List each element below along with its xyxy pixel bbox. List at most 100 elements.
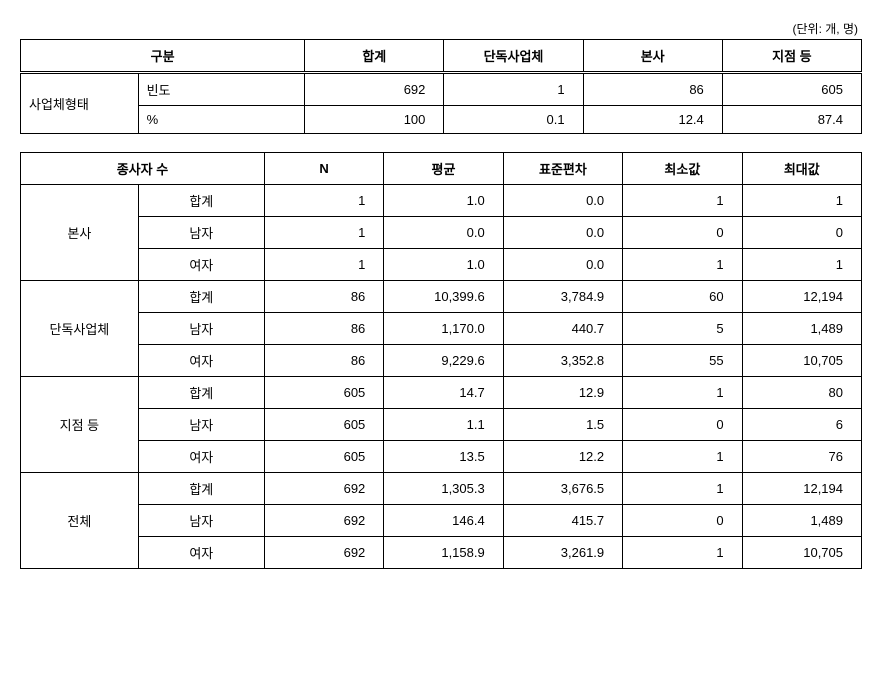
row-label: 남자	[138, 409, 264, 441]
table-header-row: 종사자 수 N 평균 표준편차 최소값 최대값	[21, 153, 862, 185]
row-label: 남자	[138, 313, 264, 345]
table-row: 남자 692 146.4 415.7 0 1,489	[21, 505, 862, 537]
cell: 3,261.9	[503, 537, 622, 569]
cell: 10,399.6	[384, 281, 503, 313]
col-max: 최대값	[742, 153, 861, 185]
cell: 1,305.3	[384, 473, 503, 505]
cell: 60	[623, 281, 742, 313]
cell: 1,489	[742, 313, 861, 345]
group-label: 본사	[21, 185, 139, 281]
employee-stats-table: 종사자 수 N 평균 표준편차 최소값 최대값 본사 합계 1 1.0 0.0 …	[20, 152, 862, 569]
table-row: 전체 합계 692 1,305.3 3,676.5 1 12,194	[21, 473, 862, 505]
table-row: 여자 1 1.0 0.0 1 1	[21, 249, 862, 281]
row-label: 합계	[138, 473, 264, 505]
cell: 1.1	[384, 409, 503, 441]
cell: 0.0	[503, 217, 622, 249]
cell: 0	[623, 409, 742, 441]
cell: 0	[623, 217, 742, 249]
unit-label: (단위: 개, 명)	[20, 20, 862, 37]
cell: 415.7	[503, 505, 622, 537]
table-row: 남자 1 0.0 0.0 0 0	[21, 217, 862, 249]
row-label: 빈도	[138, 73, 305, 106]
table-row: 남자 605 1.1 1.5 0 6	[21, 409, 862, 441]
cell: 1	[444, 73, 583, 106]
col-sd: 표준편차	[503, 153, 622, 185]
col-min: 최소값	[623, 153, 742, 185]
row-label: 여자	[138, 537, 264, 569]
cell: 1,170.0	[384, 313, 503, 345]
table-row: % 100 0.1 12.4 87.4	[21, 106, 862, 134]
cell: 1	[742, 249, 861, 281]
cell: 1	[264, 217, 383, 249]
cell: 440.7	[503, 313, 622, 345]
cell: 86	[583, 73, 722, 106]
cell: 146.4	[384, 505, 503, 537]
cell: 86	[264, 313, 383, 345]
cell: 10,705	[742, 345, 861, 377]
row-label: %	[138, 106, 305, 134]
cell: 0.0	[384, 217, 503, 249]
cell: 605	[264, 441, 383, 473]
col-mean: 평균	[384, 153, 503, 185]
col-group: 구분	[21, 40, 305, 73]
cell: 692	[264, 505, 383, 537]
table-row: 본사 합계 1 1.0 0.0 1 1	[21, 185, 862, 217]
row-label: 합계	[138, 281, 264, 313]
row-group-label: 사업체형태	[21, 73, 139, 134]
cell: 1.5	[503, 409, 622, 441]
col-n: N	[264, 153, 383, 185]
cell: 0.0	[503, 249, 622, 281]
cell: 12,194	[742, 473, 861, 505]
cell: 1.0	[384, 185, 503, 217]
group-label: 단독사업체	[21, 281, 139, 377]
cell: 1	[264, 249, 383, 281]
cell: 1	[742, 185, 861, 217]
cell: 12.9	[503, 377, 622, 409]
cell: 1,489	[742, 505, 861, 537]
cell: 1	[623, 441, 742, 473]
cell: 14.7	[384, 377, 503, 409]
cell: 9,229.6	[384, 345, 503, 377]
table-row: 남자 86 1,170.0 440.7 5 1,489	[21, 313, 862, 345]
cell: 692	[305, 73, 444, 106]
table-row: 여자 605 13.5 12.2 1 76	[21, 441, 862, 473]
cell: 6	[742, 409, 861, 441]
cell: 10,705	[742, 537, 861, 569]
table-row: 여자 692 1,158.9 3,261.9 1 10,705	[21, 537, 862, 569]
cell: 100	[305, 106, 444, 134]
group-label: 지점 등	[21, 377, 139, 473]
cell: 87.4	[722, 106, 861, 134]
cell: 692	[264, 537, 383, 569]
cell: 0	[742, 217, 861, 249]
cell: 0	[623, 505, 742, 537]
cell: 13.5	[384, 441, 503, 473]
col-branch: 지점 등	[722, 40, 861, 73]
cell: 3,352.8	[503, 345, 622, 377]
cell: 1	[623, 185, 742, 217]
col-group: 종사자 수	[21, 153, 265, 185]
cell: 1	[623, 249, 742, 281]
cell: 1	[623, 377, 742, 409]
cell: 605	[264, 377, 383, 409]
cell: 76	[742, 441, 861, 473]
cell: 3,676.5	[503, 473, 622, 505]
cell: 3,784.9	[503, 281, 622, 313]
table-row: 여자 86 9,229.6 3,352.8 55 10,705	[21, 345, 862, 377]
cell: 55	[623, 345, 742, 377]
cell: 1	[623, 537, 742, 569]
col-total: 합계	[305, 40, 444, 73]
row-label: 여자	[138, 345, 264, 377]
cell: 1	[264, 185, 383, 217]
col-hq: 본사	[583, 40, 722, 73]
group-label: 전체	[21, 473, 139, 569]
cell: 80	[742, 377, 861, 409]
cell: 1,158.9	[384, 537, 503, 569]
cell: 0.0	[503, 185, 622, 217]
cell: 605	[722, 73, 861, 106]
business-type-table: 구분 합계 단독사업체 본사 지점 등 사업체형태 빈도 692 1 86 60…	[20, 39, 862, 134]
cell: 86	[264, 345, 383, 377]
cell: 12.2	[503, 441, 622, 473]
row-label: 여자	[138, 249, 264, 281]
cell: 1.0	[384, 249, 503, 281]
cell: 12.4	[583, 106, 722, 134]
